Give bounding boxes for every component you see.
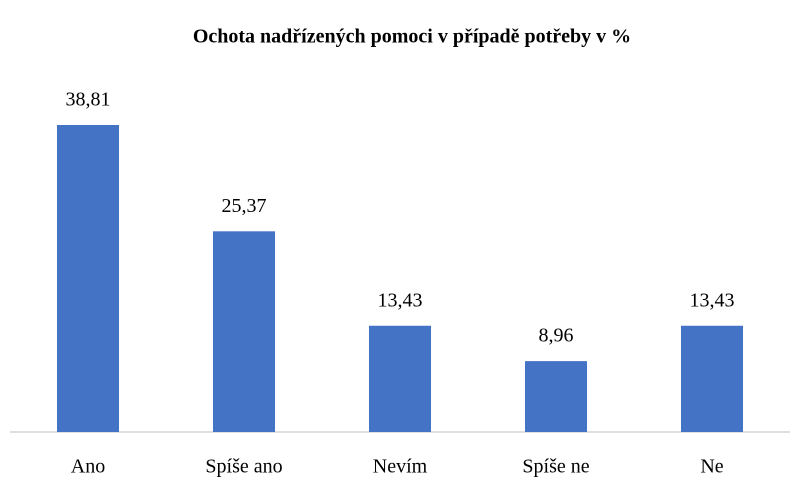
data-label: 13,43: [690, 289, 735, 311]
bar: [57, 125, 119, 432]
x-tick-label: Spíše ne: [522, 456, 589, 478]
bar: [213, 231, 275, 432]
bar: [369, 325, 431, 432]
x-tick-label: Ano: [71, 456, 105, 478]
x-tick-label: Spíše ano: [205, 456, 282, 478]
data-label: 25,37: [222, 195, 267, 217]
x-tick-label: Nevím: [373, 456, 428, 478]
x-tick-label: Ne: [700, 456, 723, 478]
data-label: 38,81: [66, 89, 111, 111]
bar: [525, 361, 587, 432]
bar: [681, 325, 743, 432]
data-label: 13,43: [378, 289, 423, 311]
chart-title: Ochota nadřízených pomoci v případě potř…: [193, 26, 631, 48]
data-label: 8,96: [539, 325, 574, 347]
